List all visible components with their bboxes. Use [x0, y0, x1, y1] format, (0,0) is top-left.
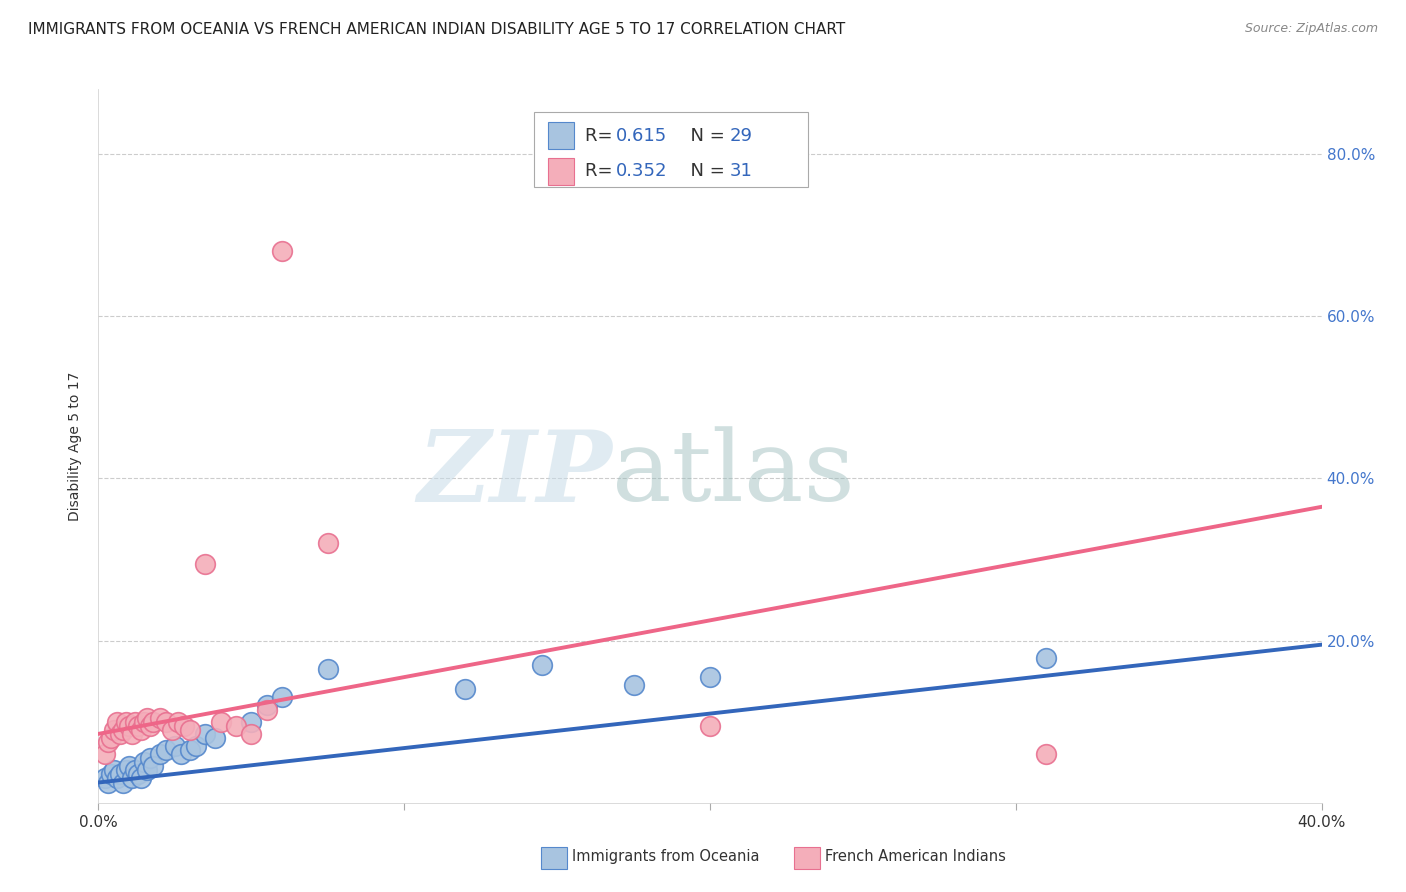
Point [256, 702, 278, 716]
Point [124, 714, 146, 729]
Point [100, 731, 122, 745]
Point [121, 727, 143, 741]
Point [115, 714, 138, 729]
Point [163, 739, 186, 753]
Point [139, 719, 162, 733]
Point [173, 719, 195, 733]
Point [155, 743, 177, 757]
Text: R=: R= [585, 127, 619, 145]
Point [97, 735, 120, 749]
Point [179, 743, 201, 757]
Point [1035, 651, 1057, 665]
Point [623, 678, 645, 692]
Text: 29: 29 [730, 127, 752, 145]
Text: atlas: atlas [612, 426, 855, 523]
Point [170, 747, 193, 761]
Point [240, 727, 263, 741]
Point [103, 764, 125, 778]
Point [134, 714, 156, 729]
Point [204, 731, 226, 745]
Point [270, 690, 292, 705]
Text: 31: 31 [730, 162, 752, 180]
Text: French American Indians: French American Indians [825, 849, 1007, 863]
Point [108, 767, 131, 781]
Point [124, 764, 146, 778]
Point [118, 759, 141, 773]
Text: ZIP: ZIP [418, 426, 612, 523]
Text: IMMIGRANTS FROM OCEANIA VS FRENCH AMERICAN INDIAN DISABILITY AGE 5 TO 17 CORRELA: IMMIGRANTS FROM OCEANIA VS FRENCH AMERIC… [28, 22, 845, 37]
Text: N =: N = [679, 127, 731, 145]
Point [240, 714, 263, 729]
Y-axis label: Disability Age 5 to 17: Disability Age 5 to 17 [69, 371, 83, 521]
Point [270, 244, 292, 259]
Text: R=: R= [585, 162, 619, 180]
Point [93, 747, 115, 761]
Point [111, 775, 134, 789]
Point [105, 772, 128, 786]
Point [160, 723, 183, 737]
Point [149, 711, 172, 725]
Point [530, 657, 553, 672]
Point [194, 727, 217, 741]
Point [127, 767, 149, 781]
Text: Immigrants from Oceania: Immigrants from Oceania [572, 849, 759, 863]
Point [118, 719, 141, 733]
Point [316, 662, 339, 676]
Point [129, 723, 152, 737]
Point [149, 747, 172, 761]
Point [454, 682, 477, 697]
Point [108, 727, 131, 741]
Point [136, 764, 159, 778]
Point [256, 698, 278, 713]
Point [93, 772, 115, 786]
Point [316, 536, 339, 550]
Point [225, 719, 247, 733]
Point [699, 719, 721, 733]
Point [142, 714, 165, 729]
Point [103, 723, 125, 737]
Text: 0.352: 0.352 [616, 162, 668, 180]
Point [139, 751, 162, 765]
Point [194, 557, 217, 571]
Point [142, 759, 165, 773]
Point [209, 714, 232, 729]
Point [1035, 747, 1057, 761]
Point [167, 714, 190, 729]
Point [136, 711, 159, 725]
Point [115, 764, 138, 778]
Point [100, 767, 122, 781]
Text: N =: N = [679, 162, 731, 180]
Point [134, 756, 156, 770]
Point [111, 723, 134, 737]
Point [127, 719, 149, 733]
Point [97, 775, 120, 789]
Point [129, 772, 152, 786]
Point [186, 739, 208, 753]
Point [699, 670, 721, 684]
Text: 0.615: 0.615 [616, 127, 666, 145]
Point [121, 772, 143, 786]
Point [155, 714, 177, 729]
Point [179, 723, 201, 737]
Point [105, 714, 128, 729]
Text: Source: ZipAtlas.com: Source: ZipAtlas.com [1244, 22, 1378, 36]
